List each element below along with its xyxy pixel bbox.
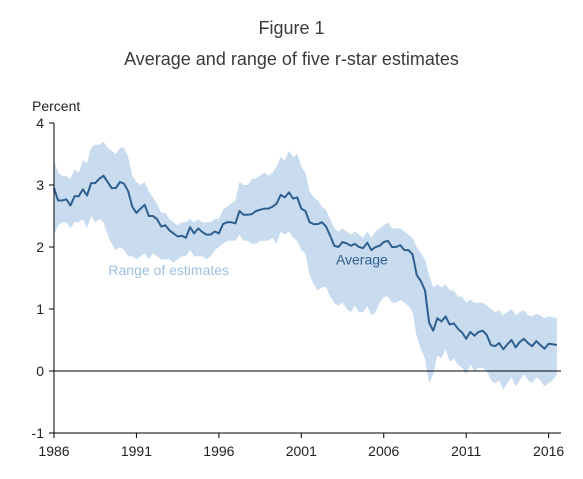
figure-label: Figure 1 (258, 18, 325, 38)
x-tick-label: 2016 (533, 443, 564, 459)
y-tick-label: 1 (36, 301, 44, 317)
y-tick-label: 2 (36, 239, 44, 255)
y-tick-label: 4 (36, 115, 44, 131)
x-tick-label: 2001 (286, 443, 317, 459)
x-tick-label: 1996 (203, 443, 234, 459)
y-axis-label: Percent (32, 98, 80, 114)
y-tick-group: -1 0 1 2 3 4 (32, 115, 54, 441)
x-tick-group: 1986 1991 1996 2001 2006 2011 2016 (38, 433, 564, 459)
average-line (53, 174, 558, 351)
range-annotation: Range of estimates (108, 262, 229, 278)
average-annotation: Average (336, 251, 388, 267)
y-tick-label: 3 (36, 177, 44, 193)
x-tick-label: 1991 (121, 443, 152, 459)
x-tick-label: 2006 (368, 443, 399, 459)
x-tick-label: 2011 (451, 443, 481, 459)
y-tick-label: 0 (36, 363, 44, 379)
y-tick-label: -1 (32, 425, 45, 441)
x-tick-label: 1986 (38, 443, 69, 459)
chart-title: Average and range of five r-star estimat… (124, 49, 459, 69)
